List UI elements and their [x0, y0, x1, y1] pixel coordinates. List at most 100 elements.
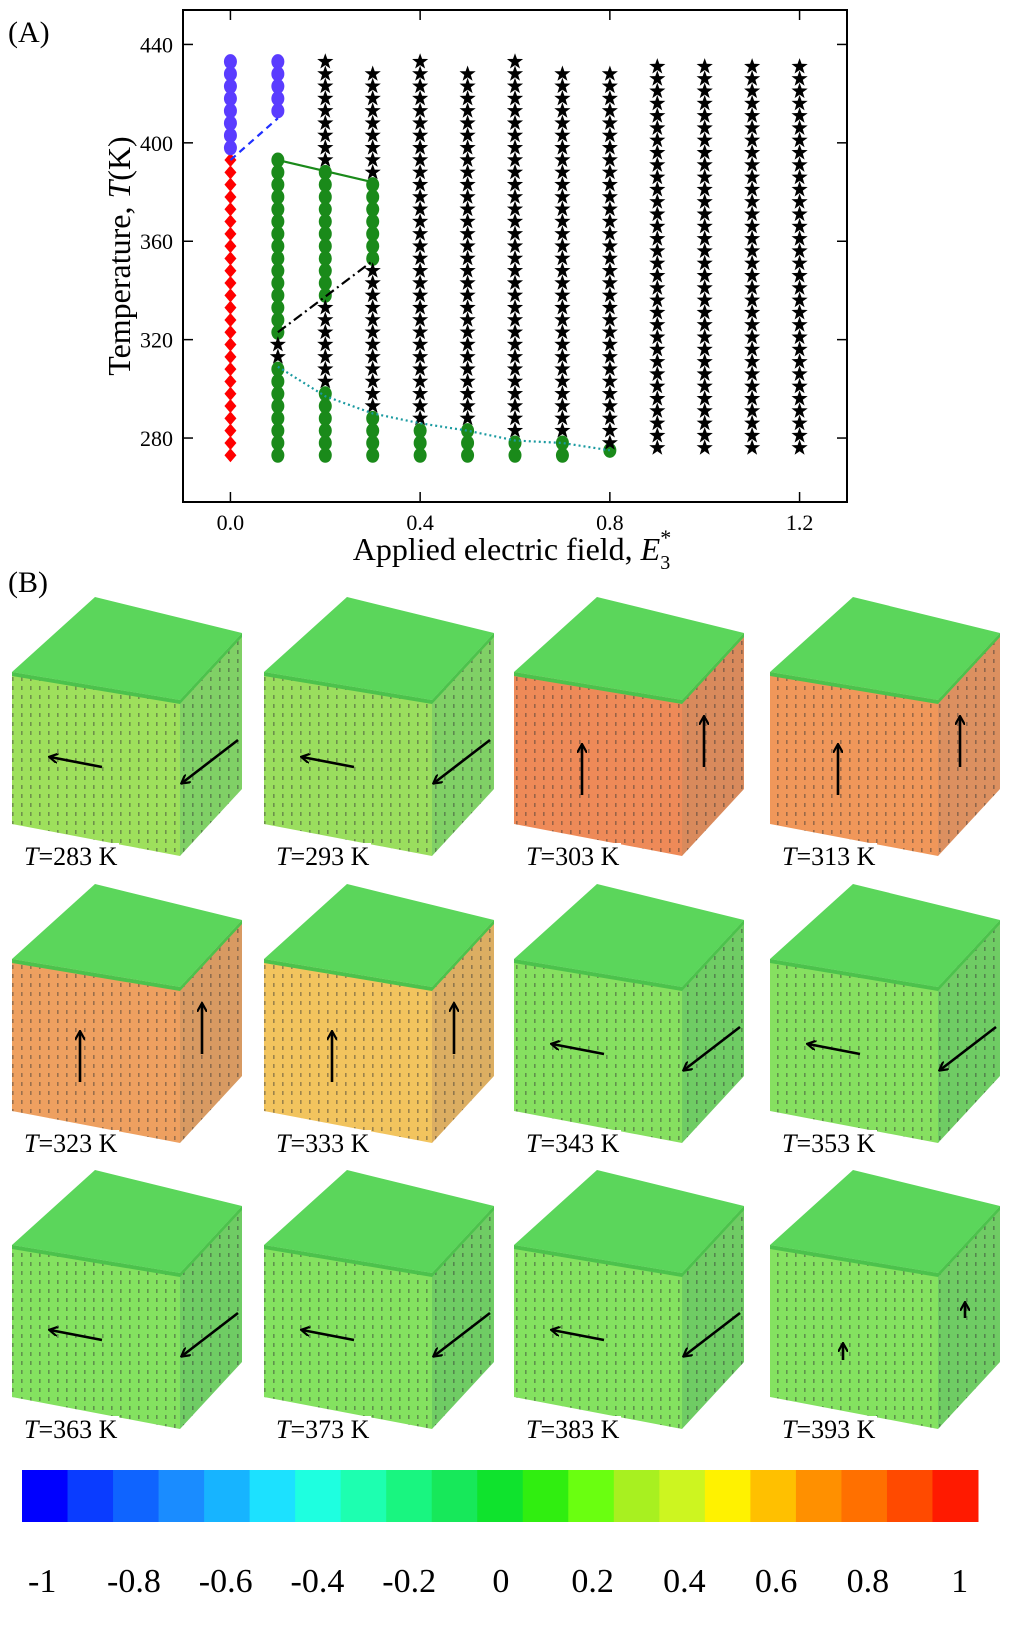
x-axis-label-symbol: E [640, 531, 661, 567]
cube [12, 884, 242, 1143]
cube [264, 1170, 494, 1429]
star-marker [270, 348, 286, 363]
diamond-marker [224, 264, 236, 278]
star-marker [649, 439, 665, 454]
circle-marker [556, 435, 569, 450]
y-tick-label: 320 [140, 328, 173, 353]
cube [514, 597, 744, 856]
cube-label: T=323 K [22, 1130, 119, 1158]
panel-label: (B) [8, 566, 48, 599]
star-marker [697, 439, 713, 454]
diamond-marker [224, 338, 236, 352]
diamond-marker [224, 313, 236, 327]
diamond-marker [224, 448, 236, 462]
colorbar-band [113, 1470, 159, 1522]
circle-marker [366, 177, 379, 192]
diamond-marker [224, 276, 236, 290]
colorbar-band [523, 1470, 569, 1522]
diamond-marker [224, 301, 236, 315]
figure-canvas: (A) (B) 0.00.40.81.2280320360400440Tempe… [0, 0, 1034, 1630]
star-marker [744, 439, 760, 454]
cube [514, 884, 744, 1143]
cube-label: T=373 K [274, 1416, 371, 1444]
cube-label: T=343 K [524, 1130, 621, 1158]
figure: (A) (B) 0.00.40.81.2280320360400440Tempe… [0, 0, 1034, 1630]
star-marker [412, 410, 428, 425]
diamond-marker [224, 362, 236, 376]
cube [264, 597, 494, 856]
y-tick-label: 440 [140, 32, 173, 57]
star-marker [317, 152, 333, 167]
y-axis-label-unit: (K) [101, 136, 137, 180]
diamond-marker [224, 411, 236, 425]
diamond-marker [224, 239, 236, 253]
colorbar-tick-label: 1 [951, 1563, 968, 1600]
x-tick-label: 1.2 [786, 510, 814, 535]
colorbar-tick-label: 0.8 [847, 1563, 890, 1600]
cube-label: T=383 K [524, 1416, 621, 1444]
circle-marker [461, 423, 474, 438]
x-tick-label: 0.0 [217, 510, 245, 535]
colorbar-tick-label: 0.4 [663, 1563, 706, 1600]
cube [514, 1170, 744, 1429]
colorbar-band [477, 1470, 523, 1522]
diamond-marker [224, 325, 236, 339]
colorbar-band [614, 1470, 660, 1522]
y-axis-label-text: Temperature, [101, 199, 137, 376]
colorbar-tick-label: 0.2 [571, 1563, 614, 1600]
diamond-marker [224, 215, 236, 229]
x-axis-label-sup: * [660, 525, 671, 550]
colorbar-band [659, 1470, 705, 1522]
circle-marker [271, 54, 284, 69]
colorbar-tick-label: -0.4 [291, 1563, 345, 1600]
colorbar-band [568, 1470, 614, 1522]
trend-line [230, 118, 277, 160]
colorbar-band [386, 1470, 432, 1522]
circle-marker [509, 435, 522, 450]
star-marker [317, 373, 333, 388]
colorbar-tick-label: -0.8 [107, 1563, 161, 1600]
diamond-marker [224, 288, 236, 302]
colorbar-band [250, 1470, 296, 1522]
cube [770, 884, 1000, 1143]
cube-label: T=313 K [780, 843, 877, 871]
star-marker [460, 410, 476, 425]
cube [12, 1170, 242, 1429]
y-axis-label: Temperature, T(K) [101, 136, 137, 375]
x-axis-label: Applied electric field, E3* [353, 525, 671, 574]
colorbar-band [932, 1470, 978, 1522]
diamond-marker [224, 399, 236, 413]
colorbar-tick-label: -0.6 [199, 1563, 253, 1600]
cube-label: T=363 K [22, 1416, 119, 1444]
cube-label: T=283 K [22, 843, 119, 871]
colorbar-band [841, 1470, 887, 1522]
y-tick-label: 280 [140, 426, 173, 451]
cube-label: T=303 K [524, 843, 621, 871]
colorbar-band [204, 1470, 250, 1522]
diamond-marker [224, 350, 236, 364]
diamond-marker [224, 178, 236, 192]
star-marker [507, 422, 523, 437]
diamond-marker [224, 251, 236, 265]
colorbar-band [159, 1470, 205, 1522]
colorbar-band [432, 1470, 478, 1522]
diamond-marker [224, 387, 236, 401]
cube-label: T=353 K [780, 1130, 877, 1158]
colorbar-band [705, 1470, 751, 1522]
diamond-marker [224, 436, 236, 450]
colorbar-tick-label: -1 [28, 1563, 56, 1600]
colorbar-band [295, 1470, 341, 1522]
circle-marker [414, 423, 427, 438]
y-tick-label: 360 [140, 229, 173, 254]
cube [12, 597, 242, 856]
colorbar-tick-label: 0.6 [755, 1563, 798, 1600]
cube-label: T=293 K [274, 843, 371, 871]
colorbar-tick-label: 0 [492, 1563, 509, 1600]
circle-marker [224, 54, 237, 69]
panel-label: (A) [8, 16, 50, 49]
x-axis-label-text: Applied electric field, [353, 531, 641, 567]
diamond-marker [224, 165, 236, 179]
cube [770, 597, 1000, 856]
cube [264, 884, 494, 1143]
diamond-marker [224, 424, 236, 438]
